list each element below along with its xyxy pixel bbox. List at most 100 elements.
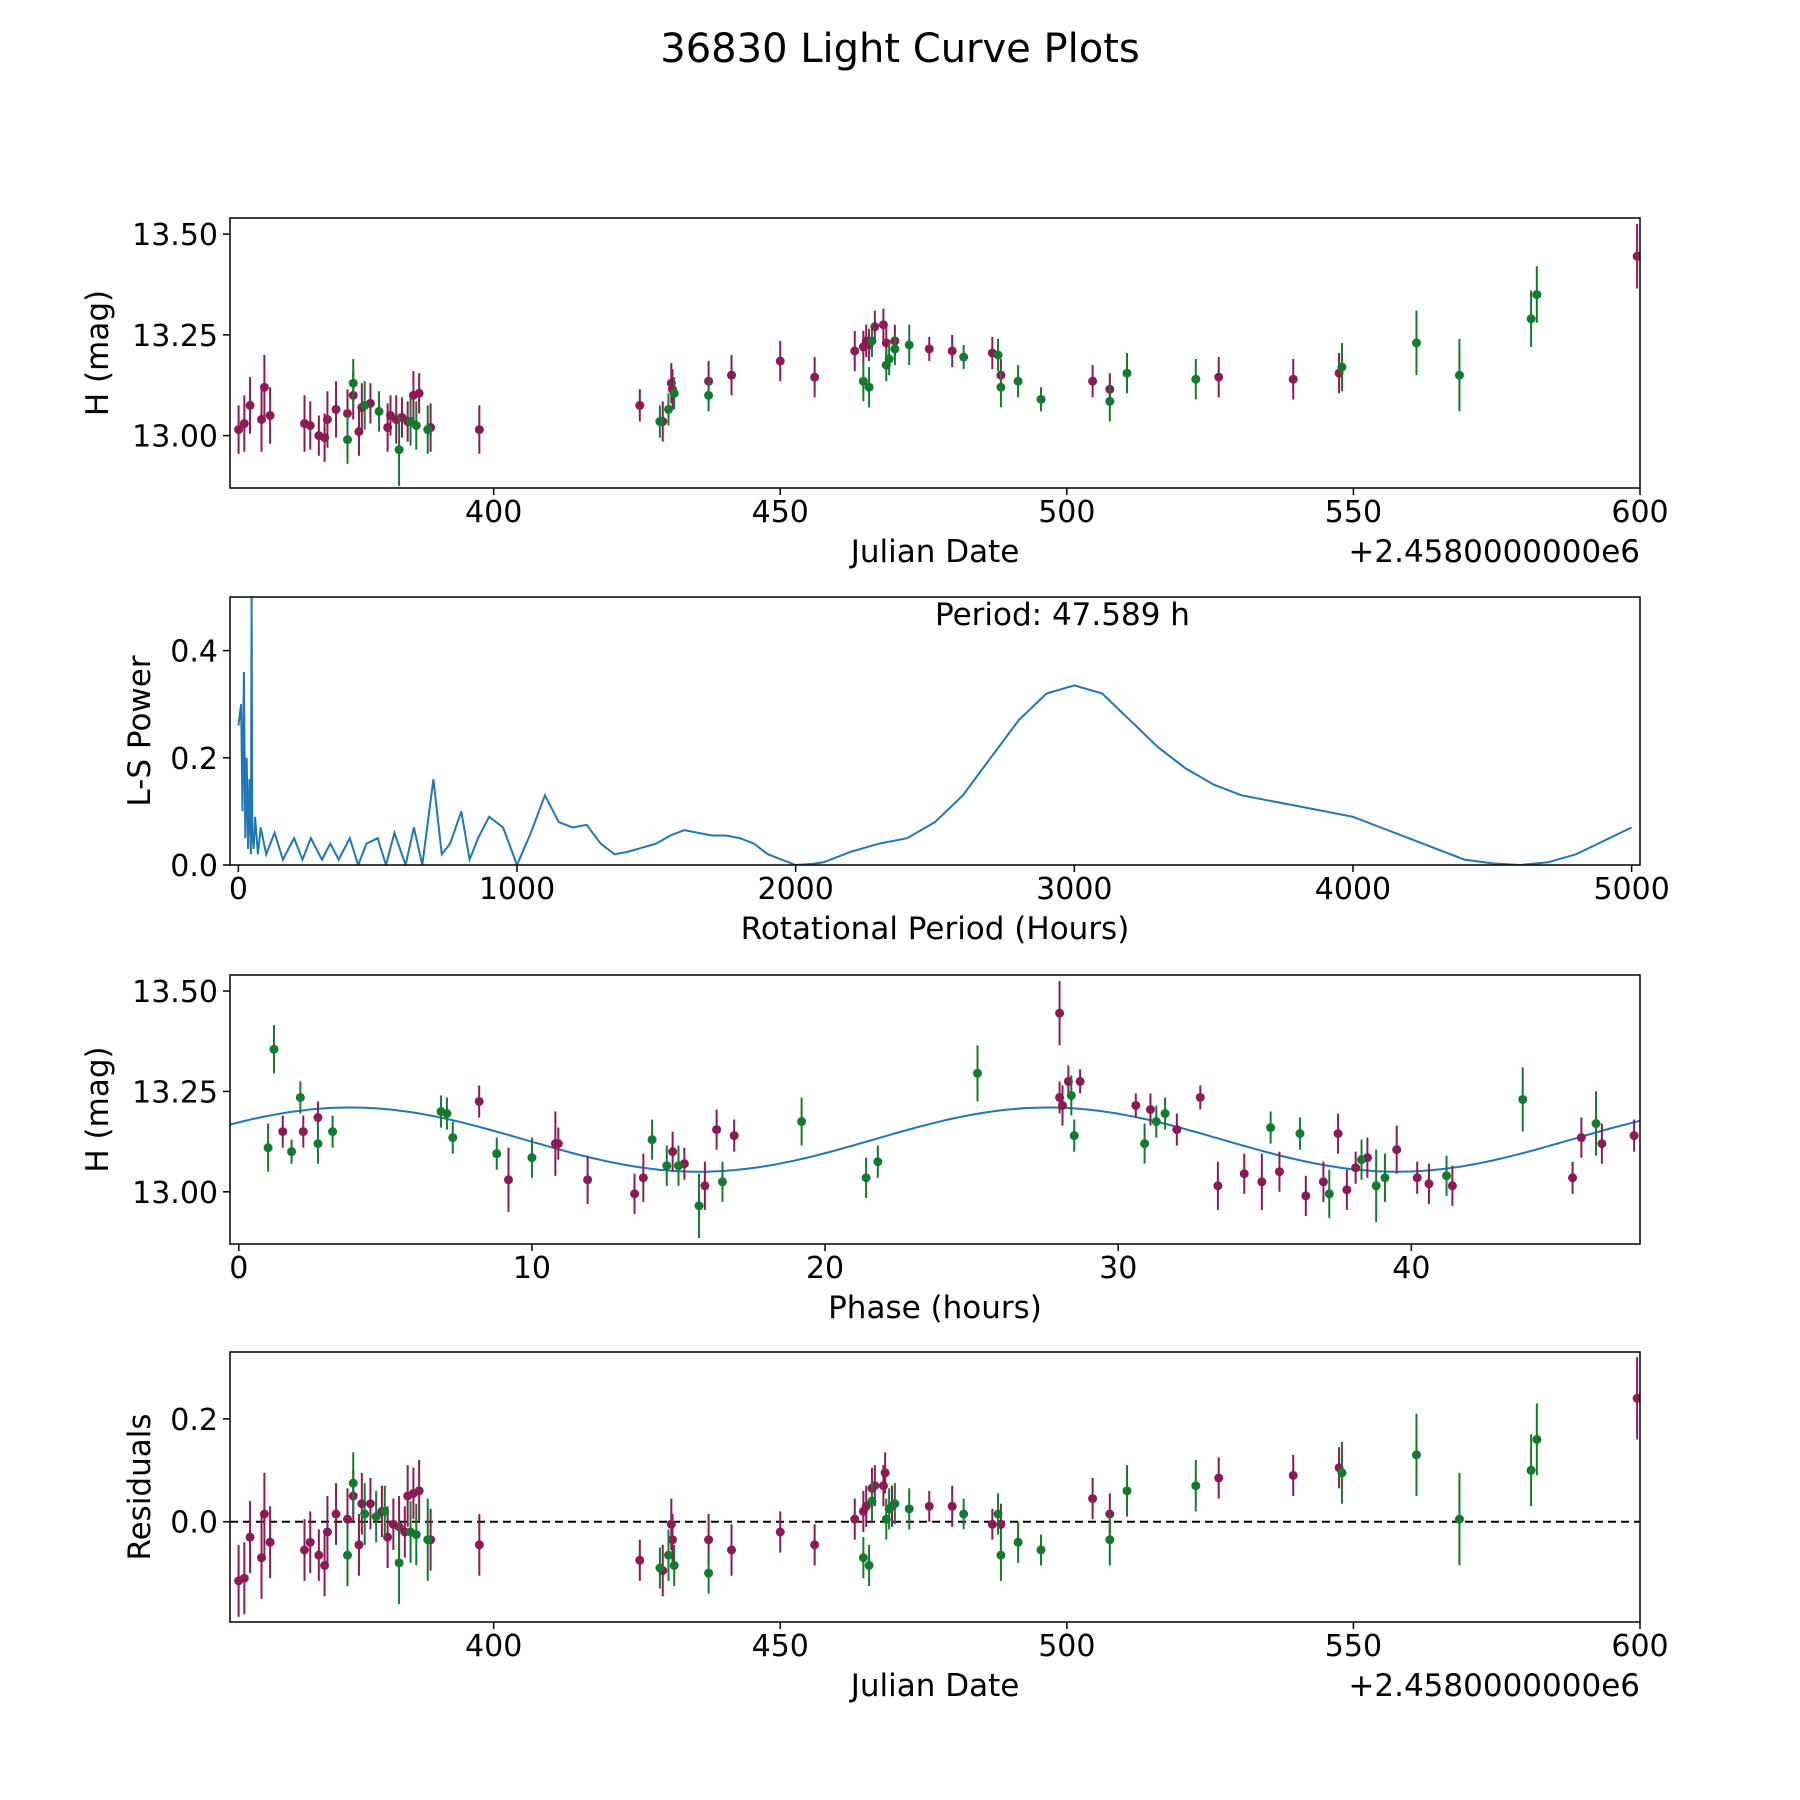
data-point-filter_b (669, 388, 679, 398)
x-tick-label: 0 (229, 872, 248, 907)
data-point-filter_a (331, 404, 341, 414)
y-tick-label: 0.4 (170, 635, 218, 670)
data-point-filter_a (1629, 1131, 1639, 1141)
data-point-filter_a (1342, 1185, 1352, 1195)
data-point-filter_b (348, 1478, 358, 1488)
data-point-filter_b (861, 1173, 871, 1183)
data-point-filter_b (1069, 1131, 1079, 1141)
data-point-filter_a (1145, 1105, 1155, 1114)
data-point-filter_a (1214, 372, 1224, 382)
data-point-filter_a (727, 1545, 737, 1555)
axes-frame (229, 217, 1641, 489)
data-point-filter_b (996, 382, 1006, 392)
x-tick-label: 600 (1611, 1629, 1668, 1664)
series-line-power (237, 597, 1633, 865)
data-point-filter_b (1411, 1450, 1421, 1460)
chart-panel-2: 0 1000 2000 3000 4000 5000 0.0 0.2 0.4 Rotational… (122, 596, 1670, 947)
data-point-filter_b (295, 1092, 305, 1102)
data-point-filter_b (1105, 1535, 1115, 1545)
chart-panel-3: 0 10 20 30 40 13.00 13.25 13.50 Phase (hours) H (… (80, 974, 1641, 1326)
data-point-filter_b (959, 352, 969, 362)
data-point-filter_b (348, 378, 358, 388)
data-point-filter_b (328, 1127, 338, 1137)
y-axis-label: H (mag) (80, 290, 116, 416)
data-point-filter_a (278, 1127, 288, 1137)
data-point-filter_a (668, 1147, 678, 1157)
y-tick-label: 0.2 (170, 1403, 218, 1438)
data-layer (234, 224, 1640, 486)
data-point-filter_b (694, 1201, 704, 1211)
data-point-filter_a (947, 346, 957, 356)
data-point-filter_a (343, 1514, 352, 1524)
y-axis-label: H (mag) (80, 1046, 116, 1172)
data-point-filter_b (973, 1068, 983, 1078)
data-point-filter_b (864, 382, 874, 392)
data-point-filter_a (314, 1550, 324, 1560)
data-point-filter_b (704, 390, 714, 400)
data-point-filter_a (1301, 1191, 1311, 1201)
data-point-filter_a (1576, 1133, 1586, 1143)
data-point-filter_a (553, 1139, 563, 1149)
data-point-filter_a (1597, 1139, 1607, 1149)
data-point-filter_b (1532, 1434, 1542, 1444)
data-point-filter_a (810, 372, 820, 382)
data-point-filter_a (729, 1131, 739, 1141)
data-point-filter_b (1357, 1155, 1367, 1165)
data-point-filter_a (1351, 1163, 1361, 1173)
data-point-filter_a (583, 1175, 593, 1185)
data-point-filter_a (1424, 1179, 1434, 1189)
data-point-filter_a (474, 425, 484, 435)
y-tick-label: 13.25 (132, 1075, 218, 1110)
x-tick-label: 500 (1038, 1629, 1095, 1664)
data-point-filter_b (411, 1530, 421, 1540)
data-point-filter_a (775, 1527, 785, 1537)
data-point-filter_b (1140, 1139, 1150, 1149)
x-tick-label: 1000 (479, 872, 555, 907)
data-point-filter_a (1632, 1393, 1640, 1403)
data-point-filter_a (259, 382, 269, 392)
data-point-filter_b (1160, 1109, 1170, 1119)
data-point-filter_b (1411, 338, 1421, 348)
axes-frame (229, 974, 1641, 1245)
data-point-filter_b (1526, 1465, 1536, 1475)
data-point-filter_b (1380, 1173, 1390, 1183)
data-point-filter_b (1036, 394, 1046, 404)
data-point-filter_a (666, 1519, 676, 1529)
data-point-filter_a (343, 408, 352, 418)
y-tick-label: 0.0 (170, 1506, 218, 1541)
data-point-filter_b (423, 425, 433, 435)
data-point-filter_b (423, 1535, 433, 1545)
data-point-filter_a (638, 1173, 648, 1183)
data-point-filter_a (1172, 1125, 1182, 1135)
data-point-filter_a (503, 1175, 513, 1185)
data-point-filter_b (448, 1133, 458, 1143)
y-tick-label: 0.2 (170, 742, 218, 777)
data-point-filter_a (354, 1540, 364, 1550)
data-point-filter_b (864, 1560, 874, 1570)
data-point-filter_a (850, 346, 860, 356)
x-tick-label: 10 (513, 1251, 551, 1286)
data-point-filter_b (527, 1153, 537, 1163)
axes-frame (229, 1351, 1641, 1623)
data-point-filter_b (867, 336, 877, 346)
data-point-filter_b (1532, 290, 1542, 300)
data-point-filter_a (987, 1519, 997, 1529)
data-layer (237, 597, 1633, 865)
data-point-filter_a (322, 1527, 332, 1537)
data-point-filter_b (287, 1147, 297, 1157)
data-point-filter_b (442, 1109, 452, 1119)
data-point-filter_a (635, 400, 645, 410)
x-tick-label: 3000 (1036, 872, 1112, 907)
data-point-filter_a (474, 1096, 484, 1106)
data-point-filter_a (850, 1514, 860, 1524)
figure-title: 36830 Light Curve Plots (660, 26, 1140, 72)
data-point-filter_a (635, 1555, 645, 1565)
x-tick-label: 450 (752, 1629, 809, 1664)
data-point-filter_a (1239, 1169, 1249, 1179)
data-point-filter_b (394, 445, 404, 455)
data-point-filter_a (305, 421, 315, 431)
data-point-filter_b (263, 1143, 273, 1153)
data-point-filter_a (775, 356, 785, 366)
data-point-filter_b (1454, 1514, 1464, 1524)
